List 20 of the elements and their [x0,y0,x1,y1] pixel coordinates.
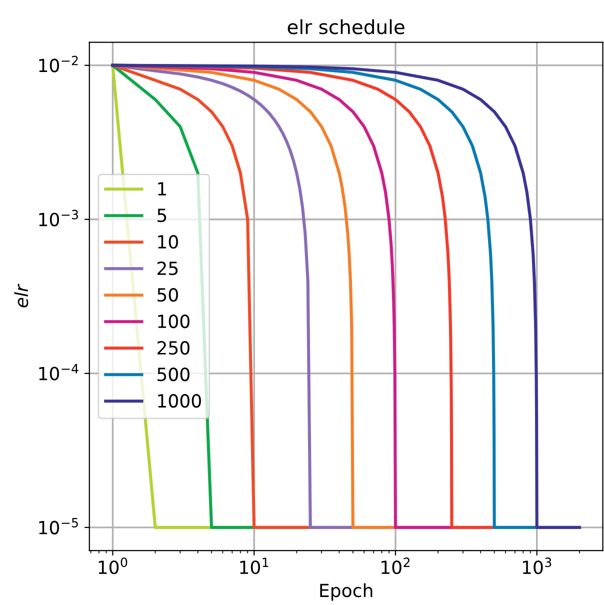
legend-label: 25 [158,262,178,276]
legend-label: 100 [158,314,190,328]
x-tick-label: 10$^{1}$ [240,558,268,574]
chart-title: elr schedule [288,19,404,34]
legend-label: 1000 [158,394,201,408]
y-tick-label: 10$^{−2}$ [39,56,78,72]
x-tick-label: 10$^{3}$ [522,558,552,574]
legend-label: 1 [158,182,166,196]
legend-label: 5 [158,208,166,222]
x-tick-label: 10$^{0}$ [98,558,128,574]
y-axis-title: elr [14,284,28,308]
legend-label: 250 [158,341,190,355]
y-tick-label: 10$^{−5}$ [39,518,78,534]
legend-label: 10 [158,235,178,249]
x-tick-label: 10$^{2}$ [382,558,410,574]
x-axis-title: Epoch [320,583,372,601]
y-tick-label: 10$^{−3}$ [39,210,78,226]
y-tick-label: 10$^{−4}$ [39,364,78,380]
legend-label: 50 [158,288,178,302]
legend-label: 500 [158,368,190,382]
